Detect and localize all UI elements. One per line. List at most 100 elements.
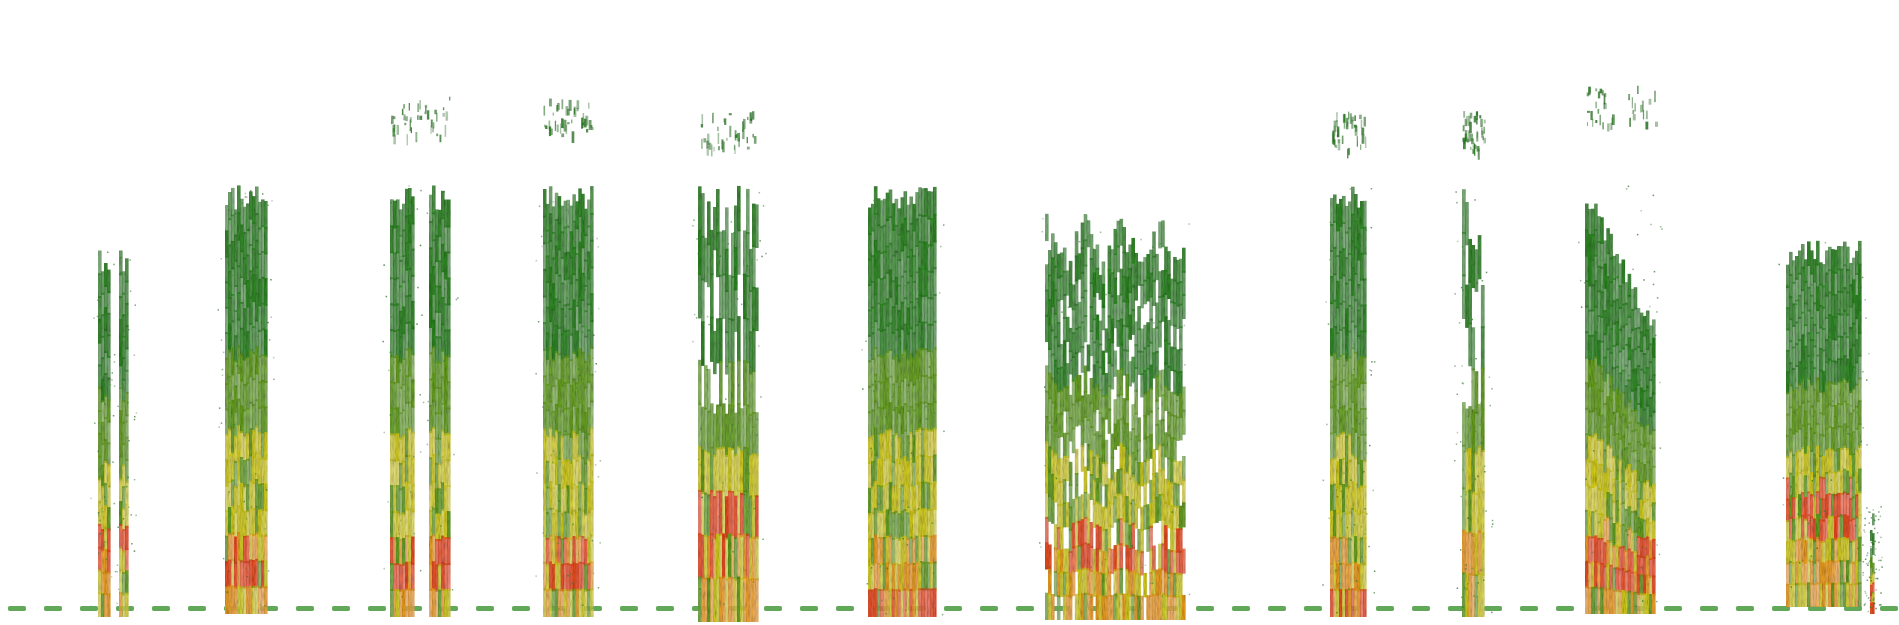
speck xyxy=(753,507,755,510)
spectral-cell xyxy=(1615,522,1619,547)
spectral-cell xyxy=(918,427,922,457)
spectral-cell xyxy=(1116,593,1121,620)
spectral-cell xyxy=(918,481,922,511)
speck xyxy=(1873,518,1875,520)
spectral-cell xyxy=(1113,496,1118,523)
spectral-cell xyxy=(1080,321,1085,349)
spectral-cell xyxy=(894,510,899,539)
spectral-cell xyxy=(1131,404,1135,430)
spectral-cell xyxy=(1855,317,1859,342)
speck xyxy=(267,321,269,324)
speck xyxy=(1875,607,1877,610)
speck xyxy=(1862,370,1864,373)
spectral-cell xyxy=(441,190,445,220)
speck xyxy=(1862,544,1864,546)
baseline-dash xyxy=(1880,606,1898,611)
ghost-band-mark xyxy=(1634,103,1636,112)
spectral-cell xyxy=(1152,328,1156,355)
spectral-cell xyxy=(1059,389,1064,415)
spectral-cell xyxy=(716,576,720,622)
spectral-cell xyxy=(396,407,400,436)
speck xyxy=(1798,562,1801,564)
spectral-cell xyxy=(1342,222,1346,251)
spectral-cell xyxy=(1131,594,1135,620)
spectral-cell xyxy=(1176,416,1180,441)
speck xyxy=(235,385,237,388)
spectral-cell xyxy=(924,428,928,457)
spectral-cell xyxy=(921,401,925,431)
speck xyxy=(126,420,128,423)
spectral-cell xyxy=(264,406,268,435)
spectral-cell xyxy=(429,483,433,512)
spectral-cell xyxy=(1828,493,1832,518)
spectral-cell xyxy=(873,186,878,215)
spectral-cell xyxy=(1585,458,1589,487)
spectral-cell xyxy=(441,429,445,458)
spectral-cell xyxy=(909,301,913,330)
spectral-cell xyxy=(587,303,591,332)
spectral-cell xyxy=(1048,421,1052,449)
speck xyxy=(1373,592,1375,594)
spectral-cell xyxy=(122,335,126,360)
spectral-cell xyxy=(1065,548,1070,574)
spectral-cell xyxy=(1822,392,1826,416)
spectral-cell xyxy=(554,403,559,433)
spectral-cell xyxy=(1351,481,1355,510)
speck xyxy=(576,387,578,389)
spectral-cell xyxy=(543,295,547,325)
spectral-cell xyxy=(897,386,902,414)
spectral-cell xyxy=(1843,264,1847,289)
spectral-cell xyxy=(882,354,887,383)
speck xyxy=(107,251,109,253)
spectral-cell xyxy=(1855,405,1859,430)
speck xyxy=(931,522,933,524)
spectral-cell xyxy=(566,433,570,462)
speck xyxy=(1362,389,1364,391)
speck xyxy=(737,577,739,579)
ghost-band-mark xyxy=(1612,114,1615,125)
spectral-cell xyxy=(243,206,247,234)
spectral-cell xyxy=(264,380,268,409)
speck xyxy=(421,314,423,316)
spectral-cell xyxy=(1822,413,1826,437)
spectral-cell xyxy=(933,588,937,617)
spectral-cell xyxy=(255,505,259,535)
spectral-cell xyxy=(1170,504,1174,530)
speck xyxy=(1881,556,1883,559)
spectral-cell xyxy=(1330,510,1334,539)
spectral-cell xyxy=(1816,559,1820,585)
ghost-band-mark xyxy=(1336,112,1338,123)
spectral-cell xyxy=(885,430,890,459)
spectral-cell xyxy=(1056,253,1061,279)
spectral-cell xyxy=(1179,415,1183,441)
spectral-cell xyxy=(900,536,905,565)
spectral-cell xyxy=(1149,318,1153,344)
speck xyxy=(928,366,931,368)
spectral-cell xyxy=(1585,382,1589,410)
spectral-cell xyxy=(1101,506,1106,531)
spectral-cell xyxy=(731,361,735,407)
ghost-band-mark xyxy=(1610,122,1613,130)
spectral-cell xyxy=(1164,432,1168,458)
spectral-cell xyxy=(399,285,403,313)
spectral-cell xyxy=(228,402,232,431)
spectral-cell xyxy=(924,188,928,217)
spectral-cell xyxy=(432,292,436,322)
spectral-cell xyxy=(897,437,902,465)
ghost-band-mark xyxy=(1586,92,1589,97)
spectral-cell xyxy=(903,456,908,485)
spectral-cell xyxy=(1652,557,1656,578)
spectral-cell xyxy=(921,241,925,271)
spectral-cell xyxy=(909,222,913,251)
speck xyxy=(1110,284,1112,286)
ghost-band-mark xyxy=(1640,104,1643,113)
speck xyxy=(399,519,402,522)
spectral-cell xyxy=(119,273,123,299)
spectral-cell xyxy=(1357,411,1361,439)
speck xyxy=(1625,188,1628,190)
speck xyxy=(567,204,569,206)
spectral-cell xyxy=(924,508,928,537)
spectral-cell xyxy=(752,578,756,622)
spectral-cell xyxy=(249,349,253,378)
spectral-cell xyxy=(435,336,439,364)
